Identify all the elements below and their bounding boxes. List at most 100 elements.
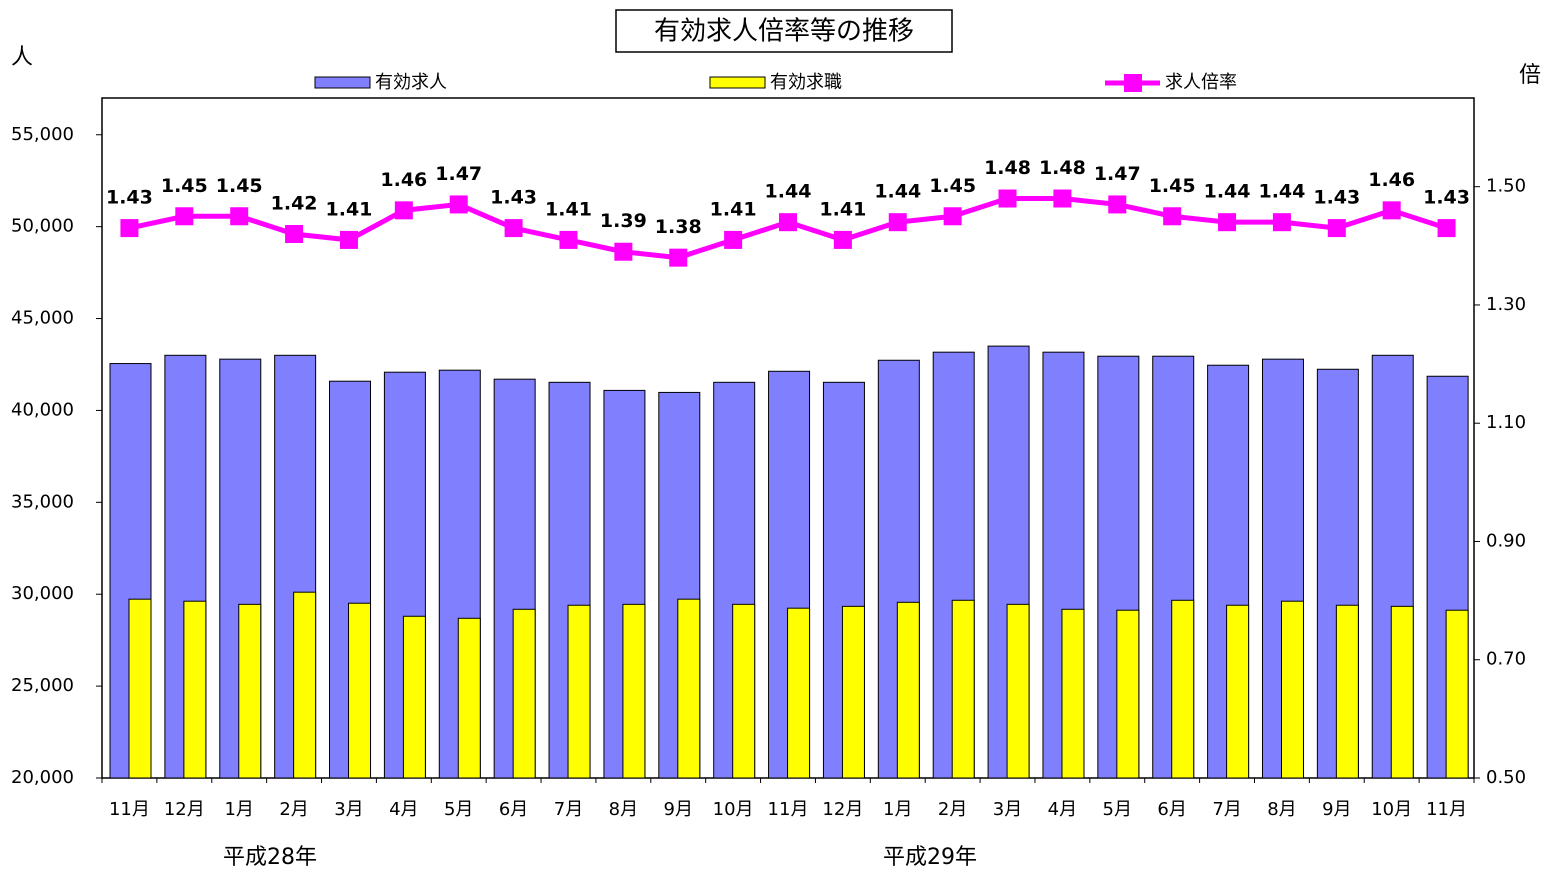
- marker: [120, 219, 139, 238]
- data-label: 1.48: [984, 157, 1031, 179]
- data-label: 1.46: [1368, 169, 1415, 191]
- bar: [348, 602, 372, 779]
- y-tick-label: 35,000: [11, 491, 74, 512]
- y2-axis-label: 倍: [1519, 63, 1541, 88]
- y-tick-label: 25,000: [11, 675, 74, 696]
- x-tick-label: 1月: [883, 799, 912, 820]
- marker: [614, 242, 633, 261]
- y2-tick-label: 1.10: [1486, 412, 1526, 433]
- marker: [669, 248, 688, 267]
- bar: [1335, 604, 1359, 779]
- y-tick-label: 40,000: [11, 399, 74, 420]
- legend-swatch: [314, 76, 371, 89]
- x-tick-label: 10月: [1371, 799, 1412, 820]
- marker: [504, 219, 523, 238]
- x-tick-label: 2月: [279, 799, 308, 820]
- data-label: 1.43: [1313, 187, 1360, 209]
- y-tick-label: 45,000: [11, 308, 74, 329]
- data-label: 1.38: [655, 216, 702, 238]
- y-tick-label: 20,000: [11, 767, 74, 788]
- marker: [175, 207, 194, 226]
- data-label: 1.45: [216, 175, 263, 197]
- marker: [724, 230, 743, 249]
- bar: [1390, 605, 1414, 779]
- data-label: 1.41: [326, 198, 373, 220]
- data-label: 1.39: [600, 210, 647, 232]
- bar: [1226, 604, 1250, 779]
- marker: [833, 230, 852, 249]
- data-label: 1.45: [161, 175, 208, 197]
- data-label: 1.44: [1204, 181, 1251, 203]
- y2-tick-label: 0.90: [1486, 530, 1526, 551]
- year-label: 平成29年: [883, 845, 977, 870]
- legend-label: 有効求職: [770, 72, 842, 93]
- x-tick-label: 11月: [768, 799, 809, 820]
- bar: [1116, 609, 1140, 779]
- bar: [896, 601, 920, 779]
- data-label: 1.43: [106, 187, 153, 209]
- x-tick-label: 5月: [1103, 799, 1132, 820]
- x-tick-label: 2月: [938, 799, 967, 820]
- marker: [1272, 213, 1291, 232]
- data-label: 1.43: [490, 187, 537, 209]
- x-tick-label: 4月: [1048, 799, 1077, 820]
- x-tick-label: 7月: [554, 799, 583, 820]
- marker: [339, 230, 358, 249]
- bar: [567, 604, 591, 779]
- x-tick-label: 3月: [993, 799, 1022, 820]
- data-label: 1.44: [874, 181, 921, 203]
- bar: [238, 603, 262, 779]
- x-tick-label: 3月: [334, 799, 363, 820]
- bar: [677, 598, 701, 779]
- data-label: 1.41: [819, 198, 866, 220]
- bar: [1171, 599, 1195, 779]
- data-label: 1.44: [1258, 181, 1305, 203]
- bar: [402, 615, 426, 779]
- x-tick-label: 11月: [109, 799, 150, 820]
- data-label: 1.41: [545, 198, 592, 220]
- marker: [779, 213, 797, 232]
- x-tick-label: 12月: [822, 799, 863, 820]
- y2-tick-label: 0.70: [1486, 649, 1526, 670]
- marker: [1053, 189, 1072, 208]
- marker: [1437, 219, 1456, 238]
- data-label: 1.43: [1423, 187, 1470, 209]
- y2-tick-label: 1.30: [1486, 294, 1526, 315]
- bar: [1061, 608, 1085, 779]
- marker: [1163, 207, 1182, 226]
- x-tick-label: 8月: [609, 799, 638, 820]
- marker: [449, 195, 468, 214]
- year-label: 平成28年: [223, 845, 317, 870]
- y-tick-label: 50,000: [11, 216, 74, 237]
- bar: [293, 591, 317, 779]
- y-axis-label: 人: [11, 45, 33, 70]
- marker: [998, 189, 1017, 208]
- data-label: 1.47: [1094, 163, 1141, 185]
- bar: [128, 598, 152, 779]
- legend-swatch: [709, 76, 766, 89]
- bar: [512, 608, 536, 779]
- marker: [888, 213, 907, 232]
- y2-tick-label: 0.50: [1486, 767, 1526, 788]
- bar: [732, 603, 756, 779]
- x-tick-label: 1月: [224, 799, 253, 820]
- data-label: 1.42: [271, 193, 318, 215]
- marker: [394, 201, 413, 220]
- y-tick-label: 55,000: [11, 124, 74, 145]
- bar: [951, 599, 975, 779]
- x-tick-label: 12月: [164, 799, 205, 820]
- bar: [1445, 609, 1469, 779]
- bar: [787, 607, 811, 779]
- chart-title: 有効求人倍率等の推移: [654, 17, 914, 47]
- x-tick-label: 7月: [1212, 799, 1241, 820]
- bar: [841, 605, 865, 779]
- data-label: 1.47: [435, 163, 482, 185]
- data-label: 1.46: [380, 169, 427, 191]
- marker: [559, 230, 578, 249]
- marker: [1218, 213, 1237, 232]
- legend-label: 有効求人: [375, 72, 447, 93]
- marker: [230, 207, 249, 226]
- marker: [1327, 219, 1346, 238]
- x-tick-label: 6月: [499, 799, 528, 820]
